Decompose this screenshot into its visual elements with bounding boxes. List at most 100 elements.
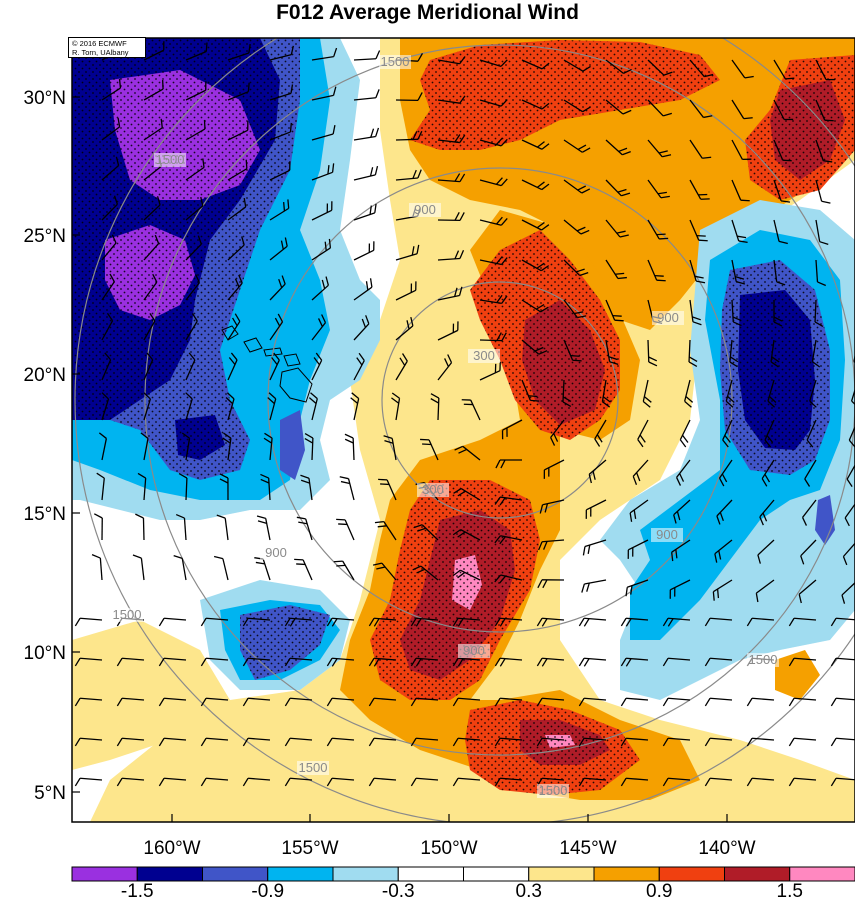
wind-barb xyxy=(688,339,698,367)
hawaiian-islands xyxy=(221,325,313,403)
wind-barb xyxy=(578,617,607,627)
wind-barb xyxy=(410,697,439,707)
ring-label: 900 xyxy=(657,310,679,325)
wind-barb xyxy=(437,173,466,183)
wind-barb xyxy=(521,139,550,150)
stipple-east xyxy=(720,260,830,475)
wind-barb xyxy=(716,499,733,525)
wind-barb xyxy=(326,737,355,747)
wind-barb xyxy=(158,737,187,747)
wind-barb xyxy=(647,219,669,240)
wind-barb xyxy=(479,177,508,187)
wind-barb xyxy=(729,339,739,368)
wind-barb xyxy=(453,487,481,501)
wind-barb xyxy=(479,99,508,107)
wind-barb xyxy=(452,617,481,627)
wind-barb xyxy=(494,496,523,506)
wind-barb xyxy=(815,99,834,122)
wind-barb xyxy=(479,361,501,381)
wind-barb xyxy=(185,158,205,181)
wind-barb xyxy=(605,59,632,74)
ring-label: 1500 xyxy=(539,783,568,798)
island-maui xyxy=(283,353,301,367)
wind-barb xyxy=(675,459,691,486)
wind-barb xyxy=(578,737,607,747)
ring-label-bg xyxy=(651,528,683,542)
wind-barb xyxy=(242,697,271,707)
wind-barb xyxy=(714,539,733,563)
credit-line-2: R. Torn, UAlbany xyxy=(72,48,129,57)
wind-barb xyxy=(383,435,397,461)
credit-line-1: © 2016 ECMWF xyxy=(72,39,127,48)
wind-barb xyxy=(844,503,855,527)
wind-barb xyxy=(395,244,420,261)
wind-barb xyxy=(767,379,777,408)
wind-barb xyxy=(563,299,587,319)
wind-barb xyxy=(284,657,313,667)
wind-barb xyxy=(308,392,318,421)
wind-barb xyxy=(495,459,523,469)
wind-barb xyxy=(353,315,370,341)
wind-barb xyxy=(269,199,290,221)
wind-barb xyxy=(378,478,397,501)
wind-barb xyxy=(222,432,232,461)
wind-barb xyxy=(746,697,775,707)
wind-barb xyxy=(143,41,165,61)
stipple-southwest xyxy=(240,605,330,680)
wind-barb xyxy=(536,737,565,747)
wind-barb xyxy=(731,259,746,285)
wind-barb xyxy=(269,45,294,61)
wind-barb xyxy=(336,518,355,541)
wind-barb xyxy=(806,419,817,448)
wind-barb xyxy=(689,259,706,284)
colorbar-label: 1.5 xyxy=(777,881,803,900)
stipple-northeast xyxy=(745,55,855,200)
colorbar-segment xyxy=(397,866,464,882)
wind-barb xyxy=(452,529,481,541)
colorbar-segment xyxy=(267,866,334,882)
wind-barb xyxy=(755,579,775,603)
wind-barb xyxy=(725,379,735,408)
lon-label: 150°W xyxy=(420,838,477,859)
wind-barb xyxy=(101,392,110,421)
wind-barb xyxy=(225,392,235,421)
wind-barb xyxy=(841,581,855,604)
wind-barb xyxy=(704,617,733,627)
longitude-axis: 160°W 155°W 150°W 145°W 140°W xyxy=(143,814,756,859)
wind-barb xyxy=(811,339,821,368)
wind-barb xyxy=(326,777,355,787)
wind-barb xyxy=(521,59,550,70)
colorbar-segment xyxy=(71,866,138,882)
wind-barb xyxy=(173,555,187,581)
wind-barb xyxy=(185,352,196,381)
wind-barb xyxy=(263,432,273,461)
wind-barb xyxy=(242,617,271,627)
wind-barb xyxy=(311,238,332,261)
wind-barb xyxy=(773,219,788,245)
wind-barb xyxy=(461,399,481,421)
ring-label: 1500 xyxy=(749,652,778,667)
wind-barb xyxy=(200,657,229,667)
wind-barb xyxy=(158,617,187,627)
lon-label: 155°W xyxy=(281,838,338,859)
wind-barb xyxy=(647,99,673,117)
wind-barb xyxy=(116,737,145,747)
colorbar-label: 0.3 xyxy=(516,881,542,900)
wind-barb xyxy=(731,139,752,161)
wind-barb xyxy=(200,737,229,747)
wind-barb xyxy=(135,513,145,541)
wind-barb xyxy=(410,657,439,667)
wind-barb xyxy=(539,499,565,514)
wind-barb xyxy=(143,80,164,101)
negative-blue-east-small xyxy=(815,495,835,545)
wind-barb xyxy=(227,82,250,101)
wind-barb xyxy=(368,697,397,707)
wind-barb xyxy=(140,432,149,461)
ring-label: 900 xyxy=(656,527,678,542)
wind-barb xyxy=(227,159,248,181)
wind-barb xyxy=(420,438,439,461)
wind-barb xyxy=(353,352,365,381)
wind-barb xyxy=(629,499,649,522)
wind-barb xyxy=(91,553,103,581)
wind-barb xyxy=(479,256,508,266)
